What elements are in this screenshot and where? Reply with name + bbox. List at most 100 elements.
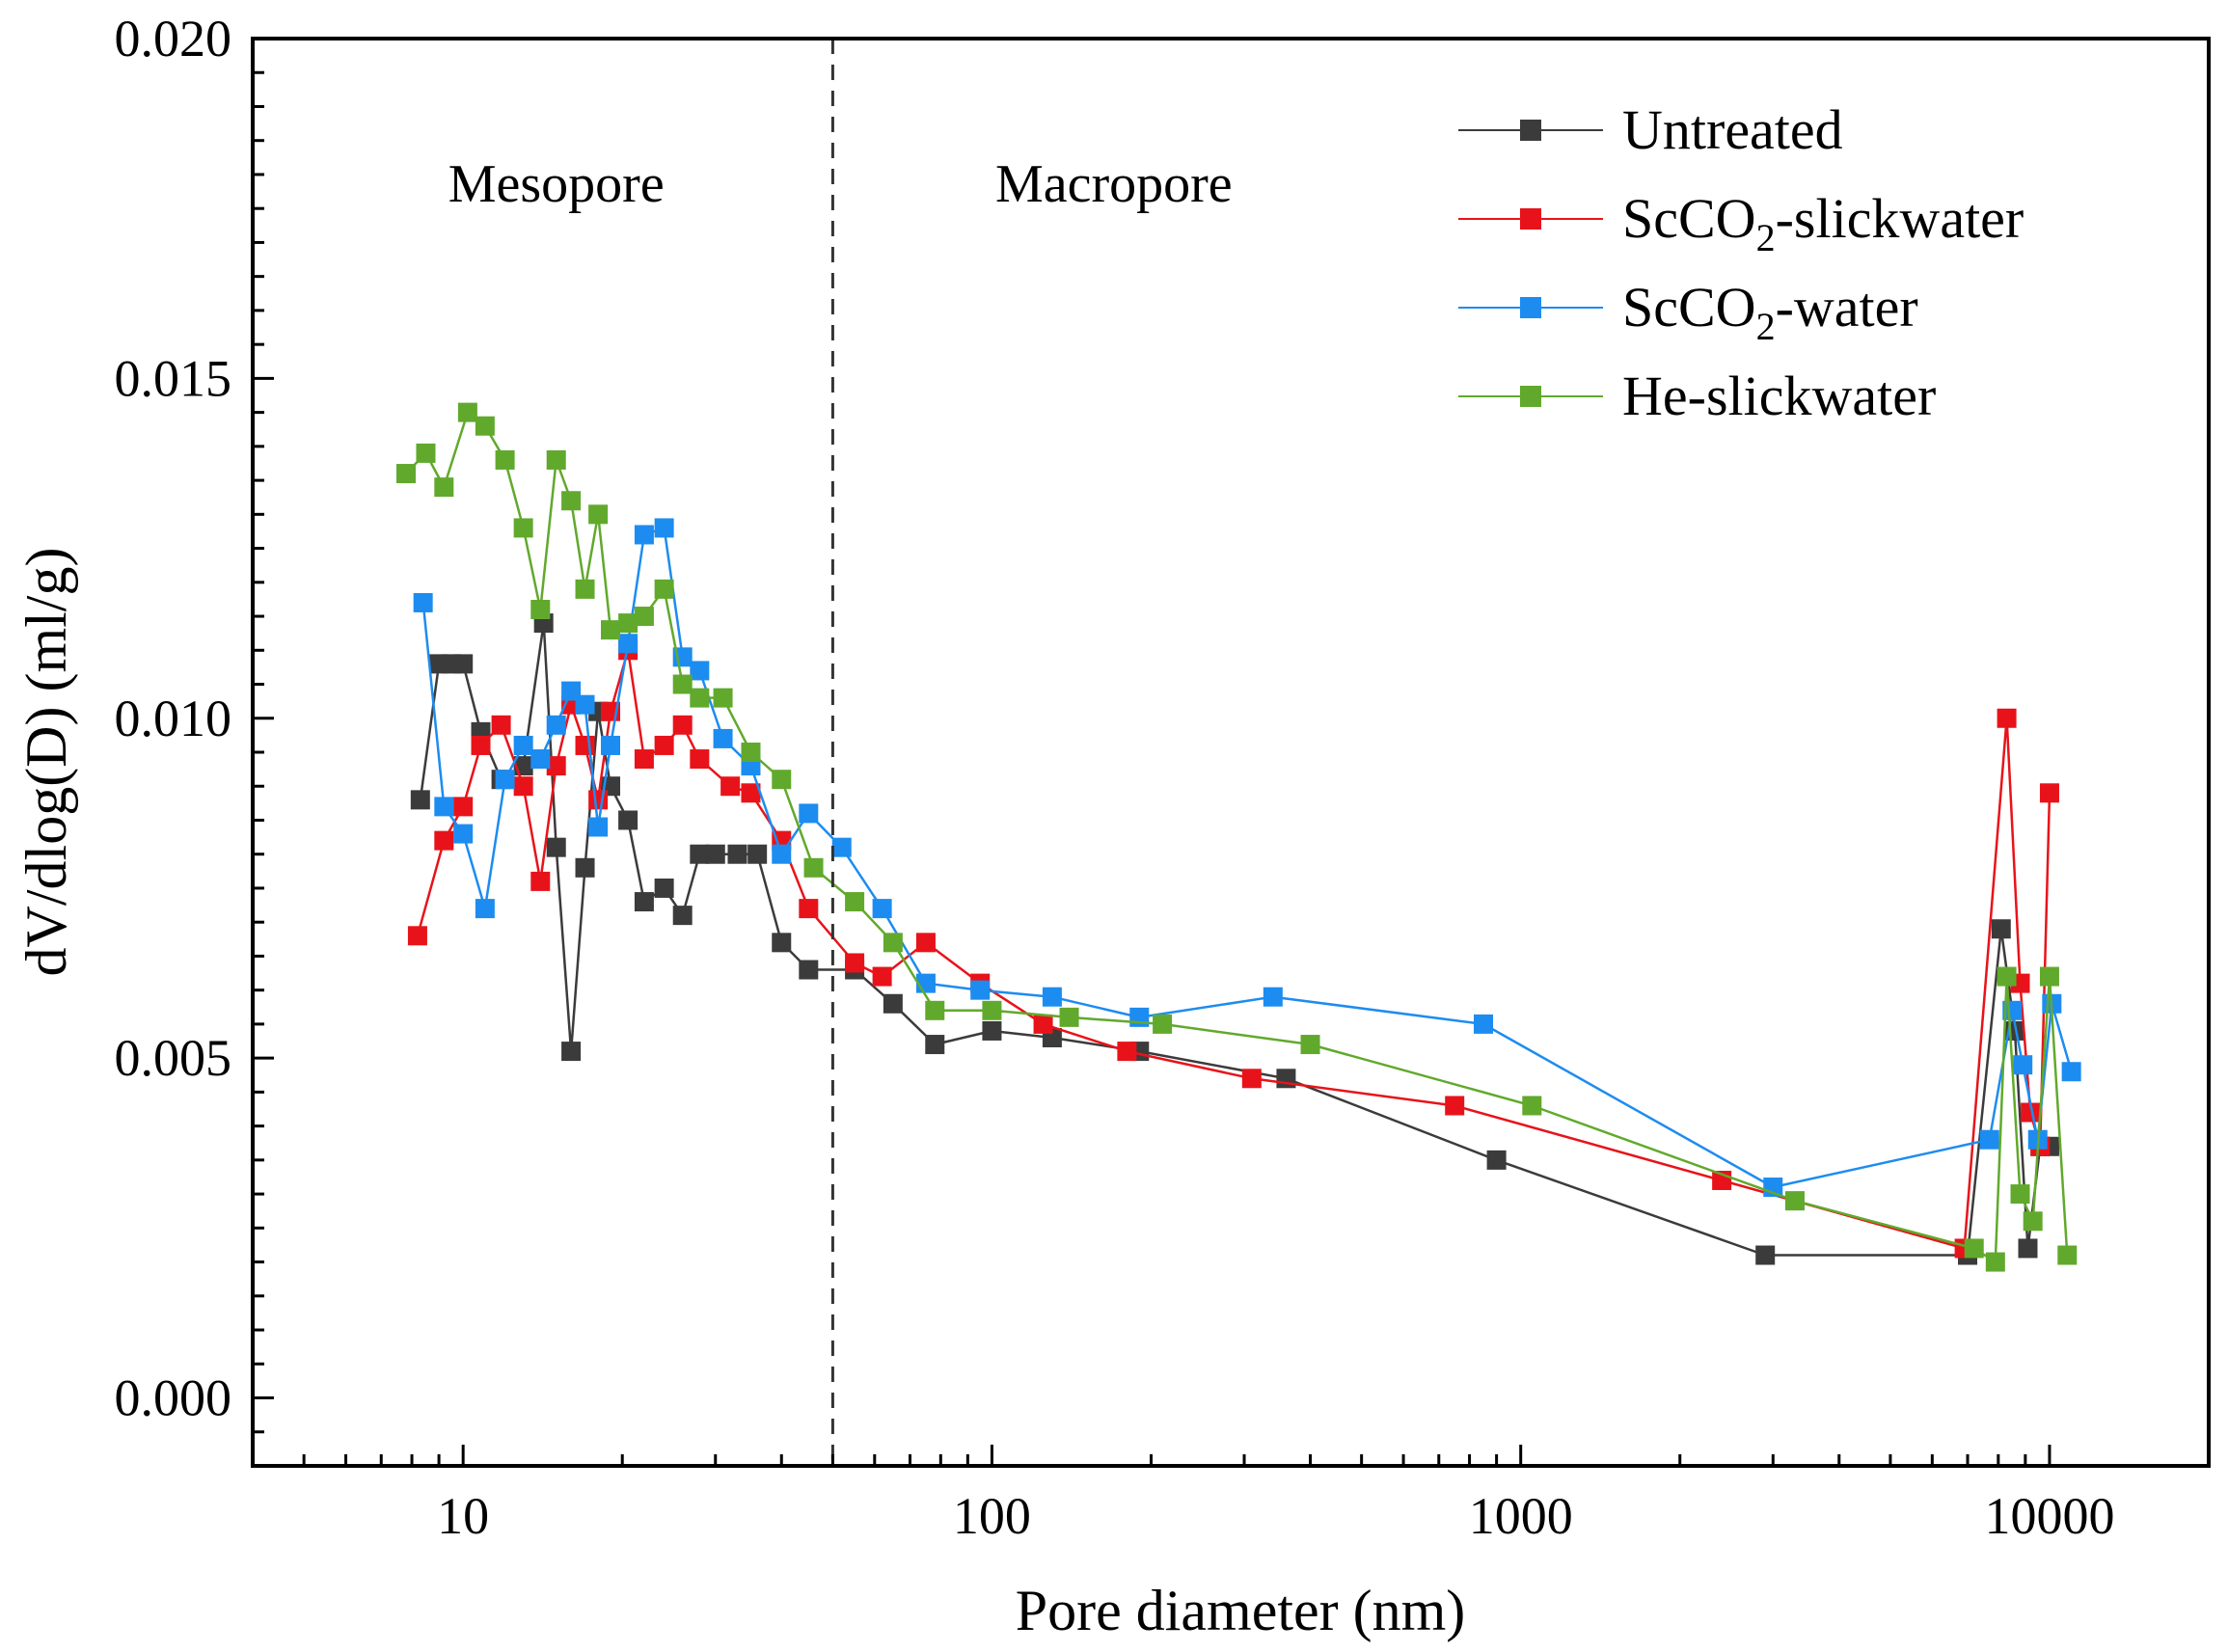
data-point (618, 634, 639, 654)
data-point (1522, 1096, 1542, 1116)
data-point (1033, 1014, 1053, 1034)
data-point (1300, 1035, 1320, 1055)
data-point (690, 688, 710, 708)
data-point (713, 688, 733, 708)
data-point (530, 749, 551, 770)
legend-entry-untreated: Untreated (1458, 98, 1843, 161)
data-point (1241, 1069, 1262, 1089)
legend-entry-he-slickwater: He-slickwater (1458, 365, 1936, 427)
data-point (546, 715, 566, 735)
legend-marker (1520, 120, 1541, 141)
data-point (2010, 1184, 2030, 1205)
data-point (575, 694, 595, 715)
data-point (491, 715, 511, 735)
data-point (747, 844, 768, 864)
data-point (772, 844, 792, 864)
data-point (672, 906, 693, 926)
legend-label-tail: -water (1776, 276, 1918, 339)
data-point (915, 933, 936, 953)
data-point (634, 607, 654, 627)
data-point (396, 464, 417, 484)
data-point (872, 966, 892, 987)
data-point (471, 735, 491, 755)
series-scco2-water (413, 518, 2081, 1198)
data-point (588, 790, 609, 810)
x-tick-label: 10000 (1984, 1487, 2114, 1545)
legend-label: ScCO2-slickwater (1622, 187, 2024, 259)
data-point (705, 844, 725, 864)
series-line (416, 649, 2051, 1250)
data-point (2023, 1211, 2043, 1232)
data-point (618, 613, 639, 634)
data-point (634, 749, 654, 770)
data-point (413, 592, 433, 612)
data-point (672, 715, 693, 735)
legend: Untreated ScCO2-slickwater ScCO2-water H… (1458, 98, 2024, 427)
data-point (546, 449, 566, 470)
data-point (690, 844, 710, 864)
data-point (634, 892, 654, 912)
y-axis-title: dV/dlog(D) (ml/g) (14, 548, 78, 977)
data-point (475, 899, 495, 919)
y-tick-label: 0.020 (115, 10, 232, 68)
data-point (2021, 1102, 2041, 1123)
y-tick-label: 0.015 (115, 349, 232, 407)
data-point (588, 817, 609, 837)
x-axis-ticks (251, 1445, 2211, 1466)
legend-label-subscript: 2 (1756, 305, 1776, 348)
data-point (1991, 919, 2011, 939)
data-point (654, 579, 674, 599)
data-point (1445, 1096, 1465, 1116)
data-point (727, 844, 747, 864)
data-point (883, 993, 903, 1014)
x-axis-tick-labels: 10 100 1000 10000 (437, 1487, 2114, 1545)
data-point (434, 477, 454, 498)
legend-entry-scco2-water: ScCO2-water (1458, 276, 1918, 348)
data-point (741, 743, 761, 762)
data-point (925, 1035, 945, 1055)
data-point (546, 837, 566, 857)
data-point (1473, 1014, 1493, 1034)
data-point (831, 837, 852, 857)
data-point (2039, 783, 2059, 803)
data-point (690, 749, 710, 770)
series-layer (396, 402, 2081, 1272)
data-point (654, 518, 674, 538)
data-point (618, 810, 639, 830)
data-point (530, 600, 551, 619)
data-point (416, 443, 436, 463)
data-point (434, 830, 454, 851)
data-point (513, 735, 533, 755)
data-point (1985, 1252, 2005, 1272)
legend-marker (1520, 208, 1541, 230)
x-tick-label: 1000 (1469, 1487, 1573, 1545)
data-point (1153, 1014, 1173, 1034)
data-point (530, 871, 551, 891)
data-point (1263, 987, 1283, 1007)
data-point (575, 735, 595, 755)
data-point (772, 933, 792, 953)
data-point (495, 770, 515, 790)
y-tick-label: 0.010 (115, 690, 232, 747)
data-point (690, 661, 710, 681)
data-point (672, 674, 693, 694)
data-point (575, 579, 595, 599)
data-point (982, 1020, 1002, 1041)
data-point (457, 402, 477, 422)
data-point (925, 1000, 945, 1020)
data-point (453, 824, 474, 844)
data-point (1784, 1191, 1805, 1211)
data-point (720, 776, 741, 797)
data-point (561, 1042, 582, 1062)
series-he-slickwater (396, 402, 2078, 1272)
data-point (1059, 1007, 1079, 1027)
data-point (1276, 1069, 1296, 1089)
data-point (772, 770, 792, 790)
data-point (799, 960, 819, 980)
mesopore-annotation: Mesopore (448, 154, 665, 214)
data-point (2018, 1238, 2038, 1259)
legend-label-main: ScCO (1622, 276, 1756, 339)
data-point (654, 878, 674, 898)
